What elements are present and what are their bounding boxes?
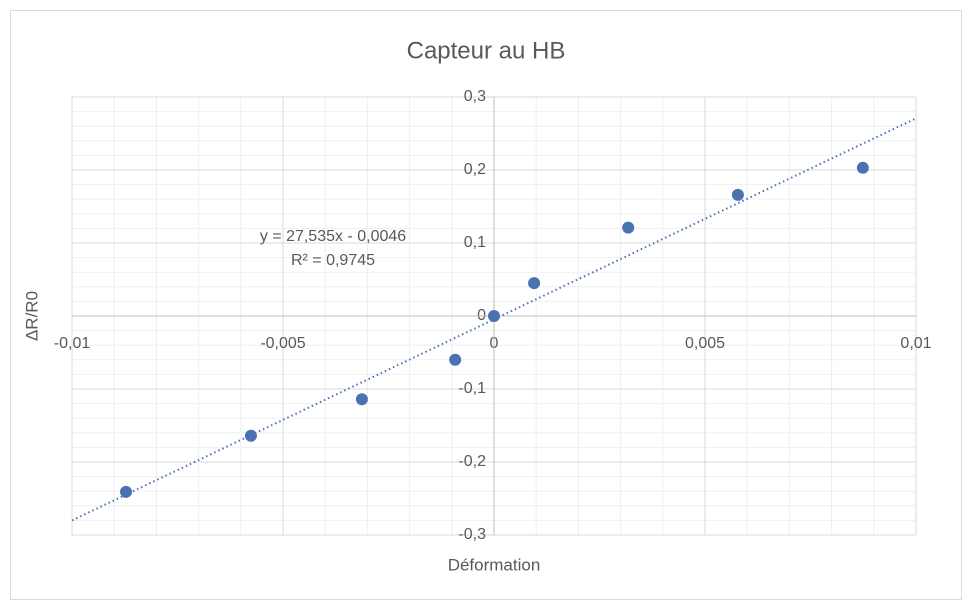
y-axis-label: ΔR/R0 (22, 291, 41, 341)
point (449, 353, 462, 366)
x-tick-label: -0,01 (54, 335, 91, 352)
point (355, 393, 368, 406)
chart-border (10, 10, 962, 600)
point (528, 277, 541, 290)
point (856, 161, 869, 174)
y-tick-label: -0,2 (458, 453, 486, 470)
y-tick-label: -0,1 (458, 380, 486, 397)
x-tick-label: -0,005 (260, 335, 305, 352)
trendline (71, 117, 917, 522)
y-tick-label: 0,2 (464, 161, 486, 178)
point (244, 429, 257, 442)
point (488, 310, 500, 322)
x-tick-label: 0,005 (685, 335, 725, 352)
y-tick-label: 0,3 (464, 88, 486, 105)
x-tick-label: 0,01 (900, 335, 931, 352)
point (120, 485, 133, 498)
y-tick-label: -0,3 (458, 526, 486, 543)
point (622, 221, 635, 234)
chart-title: Capteur au HB (407, 37, 566, 64)
y-tick-label: 0,1 (464, 234, 486, 251)
point (731, 188, 744, 201)
trendline-equation: y = 27,535x - 0,0046 (260, 228, 406, 245)
trendline-r-squared: R² = 0,9745 (291, 252, 375, 269)
x-axis-label: Déformation (448, 555, 541, 574)
